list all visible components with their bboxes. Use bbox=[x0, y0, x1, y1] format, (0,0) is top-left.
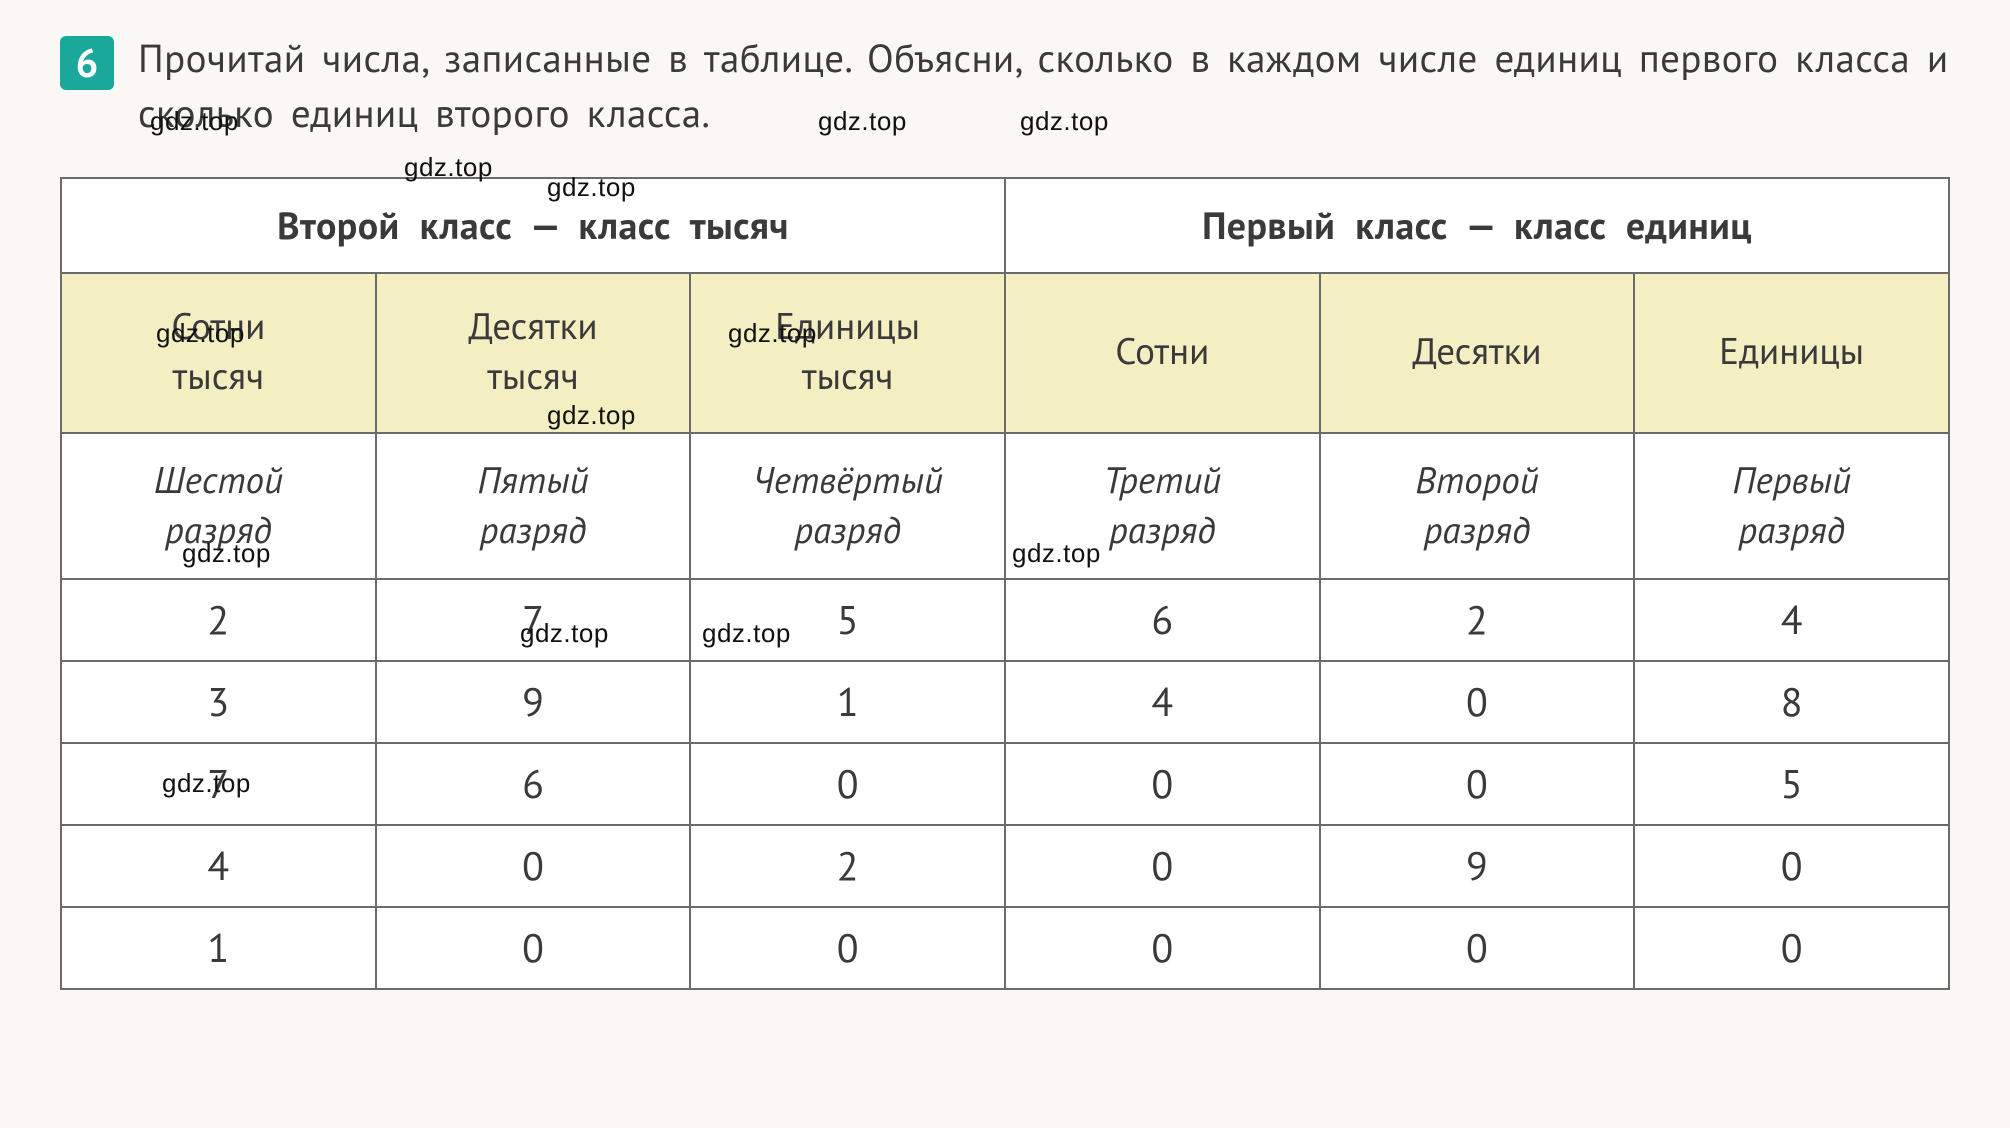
group-header-units: Первый класс — класс единиц bbox=[1005, 178, 1949, 273]
data-cell: 0 bbox=[1320, 907, 1635, 989]
data-cell: 9 bbox=[1320, 825, 1635, 907]
unit-header: Сотни bbox=[1005, 273, 1320, 433]
data-cell: 2 bbox=[690, 825, 1005, 907]
data-cell: 9 bbox=[376, 661, 691, 743]
data-cell: 0 bbox=[376, 907, 691, 989]
data-cell: 7 bbox=[376, 579, 691, 661]
rank-cell: Шестойразряд bbox=[61, 433, 376, 579]
table-row: 7 6 0 0 0 5 bbox=[61, 743, 1949, 825]
data-cell: 0 bbox=[1634, 907, 1949, 989]
data-cell: 0 bbox=[1005, 825, 1320, 907]
page: 6 Прочитай числа, записанные в таблице. … bbox=[0, 0, 2010, 1030]
place-value-table: Второй класс — класс тысяч Первый класс … bbox=[60, 177, 1950, 990]
data-cell: 1 bbox=[61, 907, 376, 989]
table-row: 4 0 2 0 9 0 bbox=[61, 825, 1949, 907]
data-cell: 4 bbox=[61, 825, 376, 907]
data-cell: 0 bbox=[1320, 661, 1635, 743]
task-row: 6 Прочитай числа, записанные в таблице. … bbox=[60, 30, 1950, 141]
rank-cell: Первыйразряд bbox=[1634, 433, 1949, 579]
unit-header: Единицытысяч bbox=[690, 273, 1005, 433]
data-cell: 3 bbox=[61, 661, 376, 743]
task-number-badge: 6 bbox=[60, 36, 114, 90]
group-header-row: Второй класс — класс тысяч Первый класс … bbox=[61, 178, 1949, 273]
task-text: Прочитай числа, записанные в таблице. Об… bbox=[138, 30, 1950, 141]
data-cell: 0 bbox=[1005, 907, 1320, 989]
data-cell: 6 bbox=[376, 743, 691, 825]
data-cell: 0 bbox=[1320, 743, 1635, 825]
data-cell: 0 bbox=[1005, 743, 1320, 825]
data-cell: 8 bbox=[1634, 661, 1949, 743]
data-cell: 0 bbox=[690, 907, 1005, 989]
table-row: 2 7 5 6 2 4 bbox=[61, 579, 1949, 661]
data-cell: 0 bbox=[1634, 825, 1949, 907]
unit-header: Десятки bbox=[1320, 273, 1635, 433]
rank-cell: Третийразряд bbox=[1005, 433, 1320, 579]
table-row: 1 0 0 0 0 0 bbox=[61, 907, 1949, 989]
data-cell: 0 bbox=[376, 825, 691, 907]
data-cell: 6 bbox=[1005, 579, 1320, 661]
data-cell: 5 bbox=[1634, 743, 1949, 825]
data-cell: 7 bbox=[61, 743, 376, 825]
rank-cell: Пятыйразряд bbox=[376, 433, 691, 579]
unit-header: Сотнитысяч bbox=[61, 273, 376, 433]
unit-header-row: Сотнитысяч Десяткитысяч Единицытысяч Сот… bbox=[61, 273, 1949, 433]
group-header-thousands: Второй класс — класс тысяч bbox=[61, 178, 1005, 273]
data-cell: 4 bbox=[1634, 579, 1949, 661]
data-cell: 1 bbox=[690, 661, 1005, 743]
data-cell: 4 bbox=[1005, 661, 1320, 743]
rank-row: Шестойразряд Пятыйразряд Четвёртыйразряд… bbox=[61, 433, 1949, 579]
rank-cell: Четвёртыйразряд bbox=[690, 433, 1005, 579]
data-cell: 2 bbox=[61, 579, 376, 661]
data-cell: 5 bbox=[690, 579, 1005, 661]
data-cell: 2 bbox=[1320, 579, 1635, 661]
data-cell: 0 bbox=[690, 743, 1005, 825]
table-row: 3 9 1 4 0 8 bbox=[61, 661, 1949, 743]
rank-cell: Второйразряд bbox=[1320, 433, 1635, 579]
task-number: 6 bbox=[76, 37, 99, 89]
unit-header: Десяткитысяч bbox=[376, 273, 691, 433]
unit-header: Единицы bbox=[1634, 273, 1949, 433]
